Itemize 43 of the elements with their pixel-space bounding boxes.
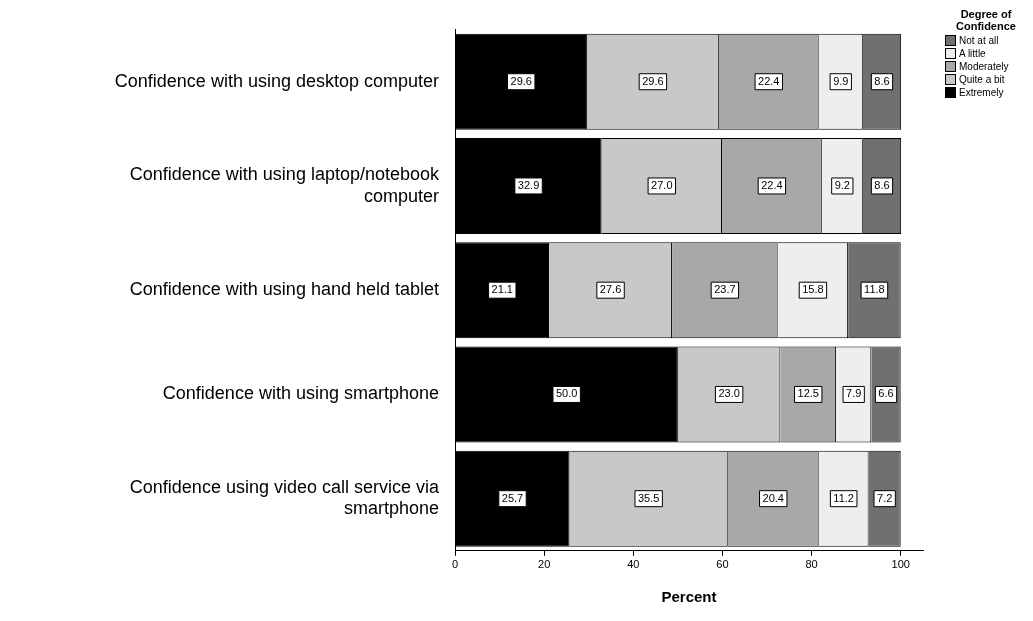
data-label: 8.6	[874, 74, 890, 87]
data-label: 32.9	[517, 178, 540, 191]
x-tick-label: 100	[891, 558, 910, 571]
y-tick-label: Confidence using video call service via smartphone	[129, 476, 440, 519]
y-tick-label: Confidence with using laptop/notebook computer	[129, 164, 440, 206]
x-tick-label: 0	[451, 558, 459, 571]
data-label: 22.4	[758, 74, 780, 87]
x-tick-label: 40	[627, 558, 640, 571]
legend-label: A little	[959, 48, 986, 59]
data-label: 12.5	[797, 387, 819, 400]
y-tick-label: Confidence with using smartphone	[162, 383, 439, 404]
legend-label: Extremely	[959, 87, 1004, 98]
data-label: 9.2	[834, 178, 850, 191]
data-label: 27.0	[651, 178, 673, 191]
legend-label: Not at all	[959, 35, 999, 46]
legend-label: Moderately	[959, 61, 1009, 72]
x-tick-label: 80	[805, 558, 818, 571]
y-tick-label: Confidence with using desktop computer	[114, 70, 439, 91]
x-tick-label: 20	[538, 558, 551, 571]
data-label: 27.6	[599, 283, 622, 296]
y-tick-label: Confidence with using hand held tablet	[129, 279, 439, 300]
data-label: 8.6	[874, 178, 890, 191]
data-label: 7.9	[846, 387, 862, 400]
data-label: 21.1	[491, 283, 513, 296]
data-label: 22.4	[761, 178, 783, 191]
legend-title: Degree of Confidence	[955, 8, 1017, 32]
data-label: 23.7	[714, 283, 736, 296]
data-label: 15.8	[802, 283, 824, 296]
data-label: 35.5	[637, 491, 660, 504]
x-axis-title: Percent	[661, 588, 717, 606]
data-label: 20.4	[762, 491, 784, 504]
data-label: 6.6	[878, 387, 894, 400]
data-label: 25.7	[501, 491, 524, 504]
data-label: 29.6	[642, 74, 664, 87]
data-label: 50.0	[555, 387, 578, 400]
data-label: 23.0	[718, 387, 740, 400]
data-label: 7.2	[877, 491, 893, 504]
data-label: 29.6	[510, 74, 532, 87]
legend-label: Quite a bit	[959, 74, 1005, 85]
x-tick-label: 60	[716, 558, 729, 571]
data-label: 9.9	[833, 74, 849, 87]
data-label: 11.2	[833, 491, 854, 504]
data-label: 11.8	[864, 283, 885, 296]
